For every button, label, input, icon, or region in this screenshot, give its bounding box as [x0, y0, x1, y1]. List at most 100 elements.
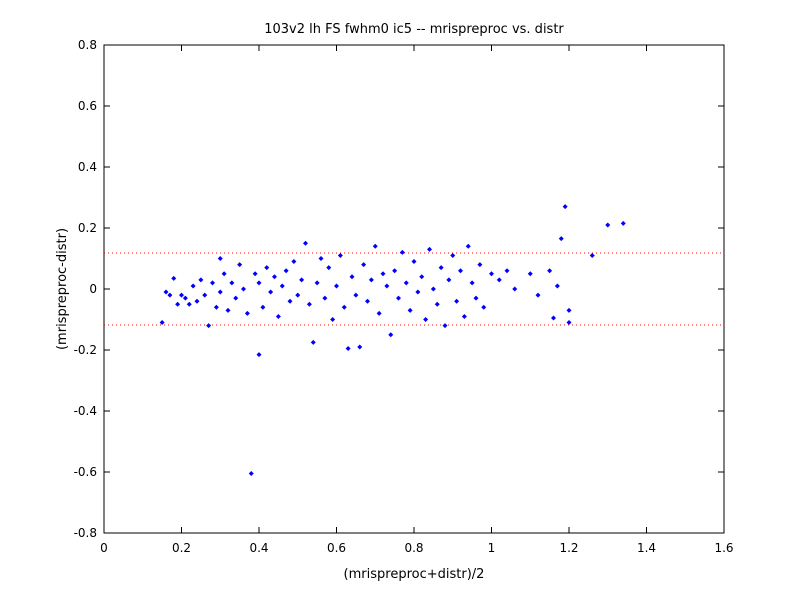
x-tick-label: 1: [488, 541, 496, 555]
data-point: [303, 240, 308, 246]
data-point: [256, 280, 262, 286]
data-point: [419, 274, 425, 280]
y-axis-ticks: 0.8 0.6 0.4 0.2 0 -0.2 -0.4 -0.6 -0.8: [74, 38, 724, 540]
data-point: [334, 283, 339, 289]
data-point: [295, 292, 301, 298]
data-point: [225, 307, 231, 313]
data-point: [442, 323, 448, 329]
data-point: [268, 289, 274, 295]
data-point: [361, 262, 367, 268]
data-point: [341, 304, 347, 310]
plot-area-frame: [103, 44, 725, 534]
data-point: [415, 289, 421, 295]
data-point: [566, 307, 572, 313]
data-point: [458, 268, 463, 274]
data-point: [233, 295, 239, 301]
data-point: [461, 313, 467, 319]
y-tick-label: 0.2: [78, 221, 97, 235]
data-point: [446, 277, 452, 283]
x-tick-label: 1.6: [714, 541, 733, 555]
data-point: [392, 268, 398, 274]
data-point: [411, 259, 417, 265]
data-point: [217, 289, 223, 295]
data-point: [372, 243, 378, 249]
x-tick-label: 0: [100, 541, 108, 555]
data-point: [322, 295, 328, 301]
y-tick-label: 0.4: [78, 160, 97, 174]
data-point: [221, 271, 227, 277]
y-tick-label: 0.8: [78, 38, 97, 52]
data-point: [279, 283, 285, 289]
data-point: [430, 286, 436, 292]
data-point: [396, 295, 401, 301]
data-point: [465, 243, 471, 249]
data-point: [504, 268, 510, 274]
x-tick-label: 1.2: [559, 541, 578, 555]
data-point: [287, 298, 293, 304]
data-point: [554, 283, 560, 289]
data-point: [566, 320, 572, 326]
data-point: [551, 315, 556, 321]
data-point: [198, 277, 204, 283]
data-point: [345, 345, 351, 351]
data-point: [496, 277, 502, 283]
data-point: [376, 310, 382, 316]
x-axis-ticks: 0 0.2 0.4 0.6 0.8 1 1.2 1.4 1.6: [100, 45, 734, 555]
y-tick-label: 0: [89, 282, 97, 296]
x-tick-label: 0.6: [327, 541, 346, 555]
data-point: [175, 301, 181, 307]
data-point: [407, 307, 413, 313]
data-point: [481, 304, 487, 310]
data-point: [299, 277, 305, 283]
y-tick-label: -0.2: [74, 343, 97, 357]
data-point: [384, 283, 390, 289]
data-point: [206, 323, 212, 329]
data-point: [454, 298, 460, 304]
data-point: [314, 280, 320, 286]
data-point: [368, 277, 374, 283]
data-point: [562, 204, 568, 210]
data-point: [275, 313, 281, 319]
data-point: [399, 249, 405, 255]
x-tick-label: 1.4: [637, 541, 656, 555]
data-point: [469, 280, 475, 286]
data-point: [330, 317, 336, 322]
data-point: [473, 295, 479, 301]
data-point: [434, 301, 440, 307]
data-point: [349, 274, 355, 280]
data-point: [547, 268, 553, 274]
data-point: [264, 265, 270, 271]
data-point: [558, 236, 564, 242]
x-tick-label: 0.8: [404, 541, 423, 555]
data-point: [310, 339, 316, 345]
data-point: [489, 271, 494, 277]
data-point: [272, 274, 277, 280]
data-point: [423, 317, 429, 322]
data-point: [202, 292, 208, 298]
data-point: [248, 471, 254, 477]
reference-lines: [104, 252, 724, 326]
data-point: [237, 262, 243, 268]
data-point: [403, 280, 409, 286]
data-point: [190, 283, 196, 289]
data-point: [194, 298, 200, 304]
data-point: [306, 301, 312, 307]
data-point: [256, 352, 262, 358]
data-point: [213, 304, 219, 310]
y-tick-label: 0.6: [78, 99, 97, 113]
data-point: [283, 268, 289, 274]
data-point: [159, 320, 165, 326]
x-axis-label: (mrispreproc+distr)/2: [344, 567, 485, 582]
data-point: [229, 280, 235, 286]
data-point: [337, 252, 343, 258]
data-point: [186, 301, 192, 307]
y-tick-label: -0.8: [74, 526, 97, 540]
data-point: [217, 256, 223, 261]
data-point: [512, 286, 518, 292]
data-point: [450, 252, 456, 258]
data-point: [179, 292, 184, 298]
data-point: [252, 271, 258, 277]
data-point: [438, 265, 444, 271]
data-point: [620, 220, 626, 226]
